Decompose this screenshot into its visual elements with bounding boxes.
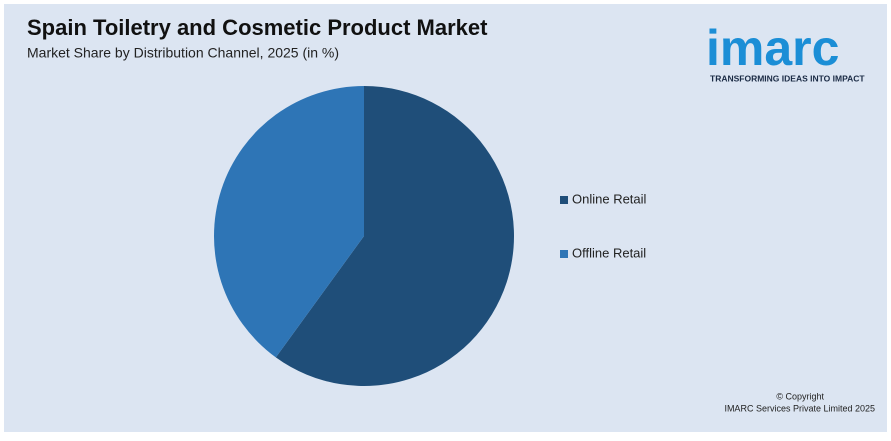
chart-subtitle: Market Share by Distribution Channel, 20… xyxy=(27,45,339,61)
legend-swatch xyxy=(560,196,568,204)
pie-slice xyxy=(214,86,364,358)
legend-label: Offline Retail xyxy=(572,245,646,260)
legend-label: Online Retail xyxy=(572,191,647,206)
copyright: © Copyright xyxy=(776,391,824,401)
chart-title: Spain Toiletry and Cosmetic Product Mark… xyxy=(27,15,488,40)
logo-name: imarc xyxy=(706,20,839,76)
legend-swatch xyxy=(560,250,568,258)
company: IMARC Services Private Limited 2025 xyxy=(724,403,875,413)
logo-tagline: TRANSFORMING IDEAS INTO IMPACT xyxy=(710,73,865,83)
pie-slice xyxy=(275,86,514,386)
